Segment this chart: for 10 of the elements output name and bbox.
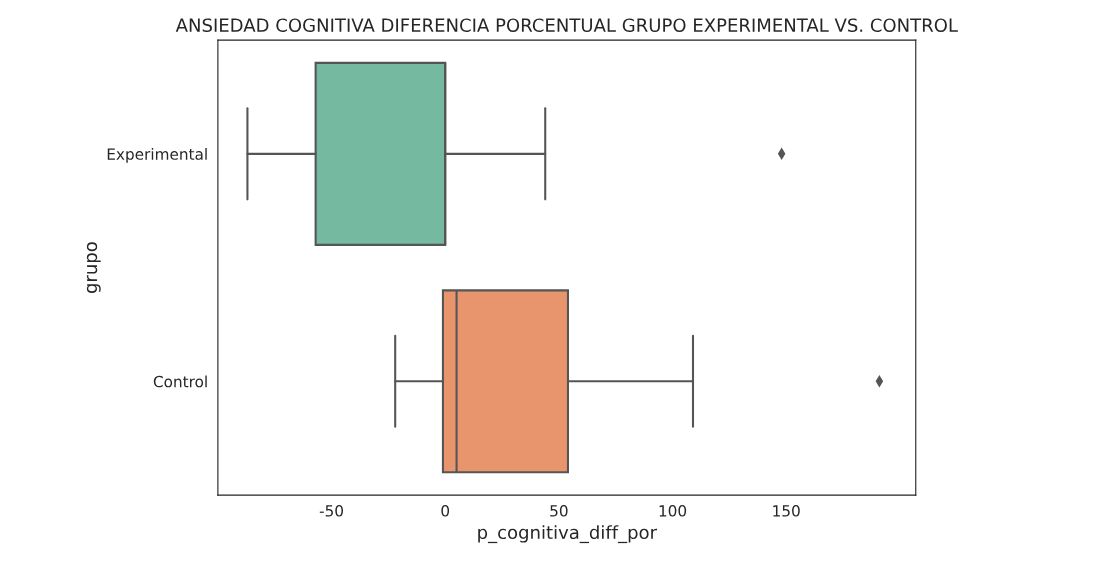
x-tick-label: 100: [659, 505, 687, 517]
x-axis-title: p_cognitiva_diff_por: [478, 525, 658, 544]
x-tick-label: 50: [550, 505, 568, 517]
x-tick-label: -50: [319, 505, 344, 517]
chart-title: ANSIEDAD COGNITIVA DIFERENCIA PORCENTUAL GRUPO EXPERIMENTAL VS. CONTROL: [175, 18, 958, 33]
y-tick-label: Experimental: [107, 148, 207, 163]
x-tick-label: 0: [441, 505, 450, 517]
y-axis-title: grupo: [86, 242, 101, 294]
y-tick-label: Control: [153, 375, 207, 388]
x-tick-label: 150: [773, 505, 800, 517]
